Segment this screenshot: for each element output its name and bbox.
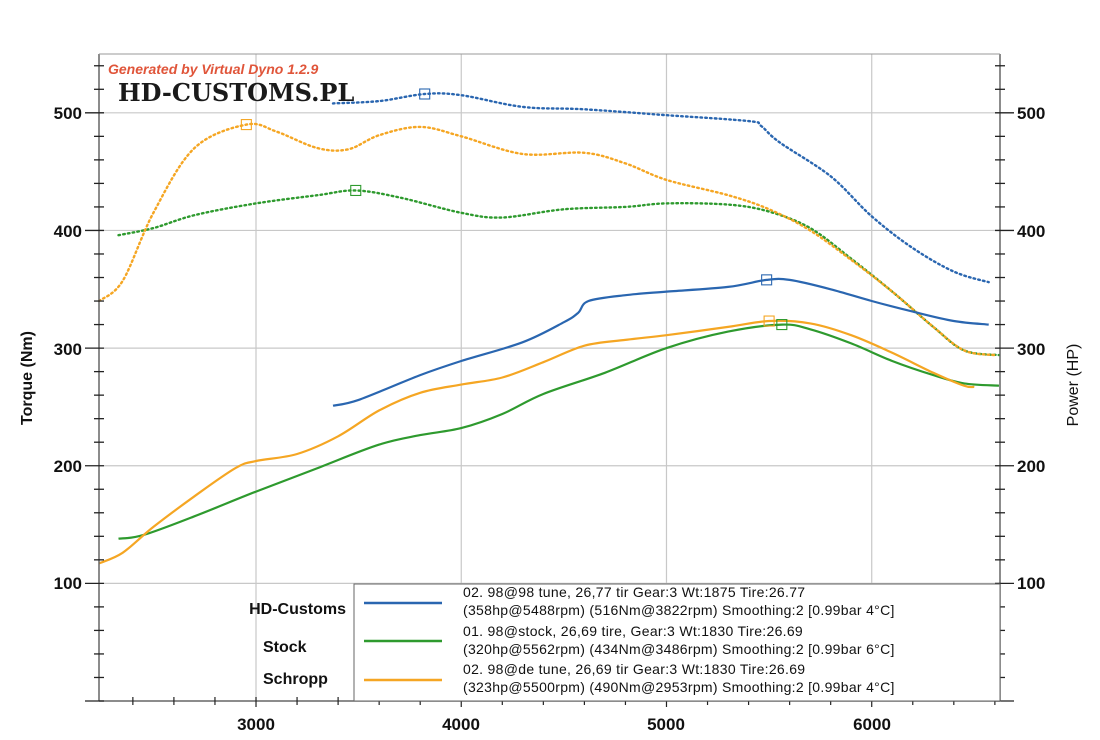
x-tick-label: 6000 bbox=[853, 715, 891, 734]
x-tick-label: 5000 bbox=[647, 715, 685, 734]
legend-summary-hd-customs: (358hp@5488rpm) (516Nm@3822rpm) Smoothin… bbox=[463, 602, 895, 618]
power-line-hd-customs bbox=[332, 277, 989, 407]
torque-peak-marker-schropp bbox=[240, 119, 252, 131]
legend-name-stock: Stock bbox=[263, 639, 307, 656]
x-tick-label: 3000 bbox=[237, 715, 275, 734]
x-tick-label: 4000 bbox=[442, 715, 480, 734]
torque-line-hd-customs bbox=[331, 92, 990, 284]
y-tick-label: 400 bbox=[54, 222, 82, 241]
torque-line-stock bbox=[117, 189, 1001, 357]
legend-run-schropp: 02. 98@de tune, 26,69 tir Gear:3 Wt:1830… bbox=[463, 661, 805, 677]
y-tick-label: 300 bbox=[54, 340, 82, 359]
torque-peak-marker-stock bbox=[350, 184, 362, 197]
legend-name-schropp: Schropp bbox=[263, 671, 328, 688]
y-tick-label: 500 bbox=[54, 104, 82, 123]
watermark-text: Generated by Virtual Dyno 1.2.9 bbox=[108, 61, 319, 77]
legend-summary-stock: (320hp@5562rpm) (434Nm@3486rpm) Smoothin… bbox=[463, 641, 895, 657]
legend-run-hd-customs: 02. 98@98 tune, 26,77 tir Gear:3 Wt:1875… bbox=[463, 584, 805, 600]
power-line-stock bbox=[118, 323, 1000, 540]
y-tick-label: 200 bbox=[54, 457, 82, 476]
curves bbox=[97, 92, 1001, 565]
y2-tick-label: 300 bbox=[1017, 340, 1045, 359]
y-tick-labels: 100 200 300 400 500 bbox=[54, 104, 82, 593]
legend: HD-Customs Stock Schropp 02. 98@98 tune,… bbox=[249, 583, 1001, 702]
legend-name-hd-customs: HD-Customs bbox=[249, 601, 346, 618]
legend-box bbox=[353, 583, 1001, 702]
y2-tick-labels: 100 200 300 400 500 bbox=[1017, 104, 1045, 593]
y2-tick-label: 100 bbox=[1017, 574, 1045, 593]
power-line-schropp bbox=[98, 319, 975, 565]
power-peak-marker-stock bbox=[776, 319, 788, 331]
peak-markers bbox=[240, 88, 788, 331]
y-axis-title: Torque (Nm) bbox=[19, 331, 36, 425]
legend-summary-schropp: (323hp@5500rpm) (490Nm@2953rpm) Smoothin… bbox=[463, 679, 895, 695]
power-peak-marker-hd-customs bbox=[761, 274, 773, 286]
torque-peak-marker-hd-customs bbox=[419, 88, 431, 100]
y2-tick-label: 200 bbox=[1017, 457, 1045, 476]
y2-tick-label: 500 bbox=[1017, 104, 1045, 123]
y-tick-label: 100 bbox=[54, 574, 82, 593]
y2-axis-title: Power (HP) bbox=[1065, 344, 1082, 427]
torque-line-schropp bbox=[97, 122, 997, 357]
legend-run-stock: 01. 98@stock, 26,69 tire, Gear:3 Wt:1830… bbox=[463, 623, 803, 639]
x-tick-labels: 3000 4000 5000 6000 bbox=[237, 715, 891, 734]
brand-text: HD-CUSTOMS.PL bbox=[118, 78, 354, 107]
grid bbox=[99, 54, 1000, 701]
y2-tick-label: 400 bbox=[1017, 222, 1045, 241]
power-peak-marker-schropp bbox=[763, 315, 775, 327]
